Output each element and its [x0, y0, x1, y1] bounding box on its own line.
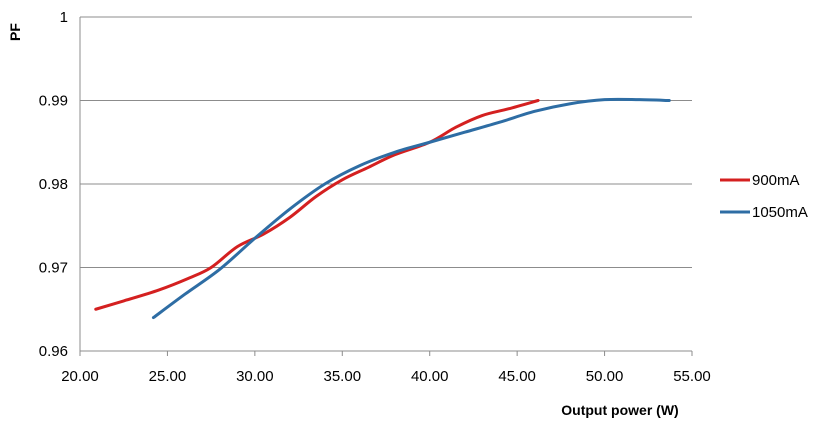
y-tick-labels: 0.96 0.97 0.98 0.99 1 [39, 9, 68, 360]
legend-label: 1050mA [752, 204, 808, 221]
x-tick-label: 35.00 [324, 368, 362, 385]
axes [79, 17, 693, 356]
y-axis-title: PF [7, 23, 23, 41]
x-tick-label: 55.00 [673, 368, 711, 385]
series-lines [94, 97, 671, 320]
x-tick-label: 50.00 [586, 368, 624, 385]
y-tick-label: 0.96 [39, 343, 68, 360]
y-tick-label: 0.99 [39, 93, 68, 110]
gridlines [80, 16, 692, 268]
y-tick-label: 0.97 [39, 260, 68, 277]
legend: 900mA 1050mA [720, 172, 808, 221]
y-tick-label: 1 [60, 9, 68, 26]
x-tick-label: 45.00 [498, 368, 536, 385]
x-tick-label: 40.00 [411, 368, 449, 385]
x-tick-label: 20.00 [61, 368, 99, 385]
x-tick-label: 25.00 [149, 368, 187, 385]
x-tick-label: 30.00 [236, 368, 274, 385]
series-line-1050mA [151, 97, 671, 320]
x-axis-title: Output power (W) [561, 402, 678, 418]
legend-label: 900mA [752, 172, 800, 189]
y-tick-label: 0.98 [39, 176, 68, 193]
series-line-900mA [94, 99, 540, 311]
x-tick-labels: 20.00 25.00 30.00 35.00 40.00 45.00 50.00 55.00 [61, 368, 711, 385]
